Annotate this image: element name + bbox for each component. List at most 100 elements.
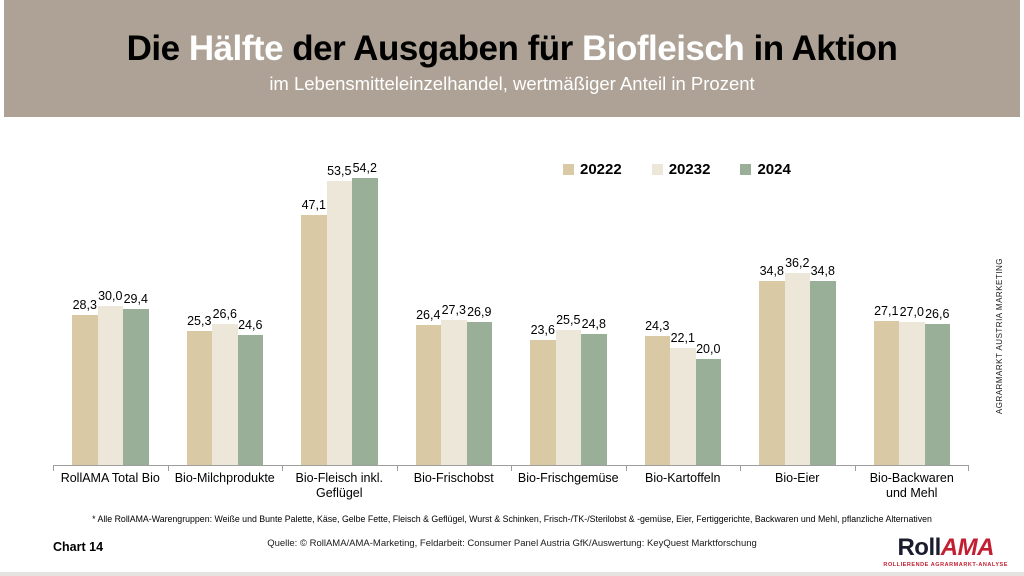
legend-swatch-2023 <box>651 164 663 175</box>
axis-tick <box>282 466 283 471</box>
legend-item-2023: 20232 <box>651 161 711 178</box>
bar-2024: 20,0 <box>695 342 721 465</box>
legend-item-2022: 20222 <box>563 161 622 178</box>
bar-group: 23,6 25,5 24,8 <box>511 140 626 465</box>
bar-20222: 27,1 <box>873 304 899 465</box>
bar-value-label: 23,6 <box>530 323 555 337</box>
legend-label-2022: 20222 <box>580 161 622 178</box>
axis-tick <box>53 466 54 471</box>
bar-value-label: 25,3 <box>187 314 212 328</box>
source-line: Quelle: © RollAMA/AMA-Marketing, Feldarb… <box>267 538 757 549</box>
axis-tick <box>511 466 512 471</box>
bar-value-label: 34,8 <box>759 264 784 278</box>
legend-item-2024: 2024 <box>740 161 791 178</box>
bar-20222: 25,3 <box>186 314 212 465</box>
header-band: Die Hälfte der Ausgaben für Biofleisch i… <box>4 0 1020 117</box>
axis-tick <box>396 466 398 471</box>
bar-value-label: 25,5 <box>556 313 581 327</box>
bar-value-label: 27,0 <box>899 305 924 319</box>
chart-legend: 20222 20232 2024 <box>563 161 791 178</box>
bar-20232: 27,0 <box>899 305 925 465</box>
bar-group: 26,4 27,3 26,9 <box>397 140 512 465</box>
bar-value-label: 47,1 <box>301 198 326 212</box>
x-axis <box>53 465 969 471</box>
bar-20222: 26,4 <box>415 308 441 465</box>
title-highlight-biofleisch: Biofleisch <box>581 29 745 68</box>
category-label: Bio-Milchprodukte <box>174 471 275 485</box>
axis-tick <box>167 466 169 471</box>
bar-2024: 54,2 <box>352 161 378 465</box>
chart-number: Chart 14 <box>53 540 104 554</box>
side-label-vertical: AGRARMARKT AUSTRIA MARKETING <box>995 258 1004 415</box>
plot-area: 28,3 30,0 29,4 25,3 26,6 24,6 47,1 53,5 54,2 26,4… <box>53 140 969 465</box>
bar-20232: 53,5 <box>326 164 352 465</box>
bar-value-label: 28,3 <box>72 298 97 312</box>
title-part: der Ausgaben für <box>283 29 582 68</box>
bar-group: 34,8 36,2 34,8 <box>740 140 855 465</box>
bar-value-label: 27,3 <box>441 303 466 317</box>
bar-value-label: 36,2 <box>785 256 810 270</box>
axis-tick <box>854 466 856 471</box>
bar-value-label: 26,9 <box>467 305 492 319</box>
bar-value-label: 24,6 <box>238 318 263 332</box>
bar-value-label: 20,0 <box>696 342 721 356</box>
bar-20232: 36,2 <box>784 256 810 465</box>
bar-2024: 34,8 <box>810 264 836 465</box>
bar-2024: 24,8 <box>581 317 607 465</box>
bar-value-label: 26,4 <box>416 308 441 322</box>
bar-20232: 25,5 <box>555 313 581 465</box>
slide-title: Die Hälfte der Ausgaben für Biofleisch i… <box>4 0 1020 67</box>
bar-value-label: 54,2 <box>352 161 377 175</box>
bar-2024: 24,6 <box>237 318 263 465</box>
bar-2024: 26,9 <box>466 305 492 465</box>
category-label: RollAMA Total Bio <box>60 471 160 485</box>
axis-tick <box>740 466 741 471</box>
rollama-logo-text: RollAMA <box>883 536 1008 560</box>
logo-ama: AMA <box>940 534 995 561</box>
bar-20222: 24,3 <box>644 319 670 465</box>
footnote: * Alle RollAMA-Warengruppen: Weiße und B… <box>92 514 932 524</box>
title-part: in Aktion <box>744 29 898 68</box>
bar-value-label: 34,8 <box>810 264 835 278</box>
legend-swatch-2024 <box>740 164 752 175</box>
bar-20232: 27,3 <box>441 303 467 465</box>
logo-roll: Roll <box>897 534 941 561</box>
title-part: Die <box>126 29 189 68</box>
bar-value-label: 27,1 <box>874 304 899 318</box>
bar-value-label: 53,5 <box>327 164 352 178</box>
slide-bottom-edge <box>0 572 1024 576</box>
bar-20232: 22,1 <box>670 331 696 465</box>
category-labels: RollAMA Total Bio Bio-Milchprodukte Bio-Fl… <box>53 471 969 501</box>
bar-group: 27,1 27,0 26,6 <box>855 140 970 465</box>
axis-tick <box>625 466 627 471</box>
legend-label-2024: 2024 <box>757 161 791 178</box>
bar-value-label: 26,6 <box>212 307 237 321</box>
category-label: Bio-Fleisch inkl. Geflügel <box>295 471 384 500</box>
bar-2024: 29,4 <box>123 292 149 465</box>
category-label: Bio-Eier <box>775 471 820 485</box>
title-highlight-haelfte: Hälfte <box>188 29 284 68</box>
bar-value-label: 24,8 <box>581 317 606 331</box>
bar-20232: 26,6 <box>212 307 238 465</box>
rollama-logo: RollAMA ROLLIERENDE AGRARMARKT-ANALYSE <box>883 536 1008 569</box>
bar-group: 25,3 26,6 24,6 <box>168 140 283 465</box>
bar-value-label: 24,3 <box>645 319 670 333</box>
category-label: Bio-Frischgemüse <box>517 471 619 485</box>
legend-label-2023: 20232 <box>668 161 711 178</box>
axis-tick <box>968 466 969 471</box>
category-label: Bio-Backwaren und Mehl <box>869 471 954 500</box>
bar-20232: 30,0 <box>97 289 123 465</box>
bar-value-label: 22,1 <box>670 331 695 345</box>
bar-20222: 34,8 <box>759 264 785 465</box>
bar-value-label: 26,6 <box>925 307 950 321</box>
bar-group: 28,3 30,0 29,4 <box>53 140 168 465</box>
bar-20222: 47,1 <box>301 198 327 465</box>
slide-subtitle: im Lebensmitteleinzelhandel, wertmäßiger… <box>269 73 755 95</box>
bar-group: 24,3 22,1 20,0 <box>626 140 741 465</box>
bar-2024: 26,6 <box>924 307 950 465</box>
bar-value-label: 30,0 <box>98 289 123 303</box>
category-label: Bio-Frischobst <box>413 471 494 485</box>
bar-value-label: 29,4 <box>123 292 148 306</box>
legend-swatch-2022 <box>563 164 574 175</box>
bar-20222: 28,3 <box>72 298 98 465</box>
